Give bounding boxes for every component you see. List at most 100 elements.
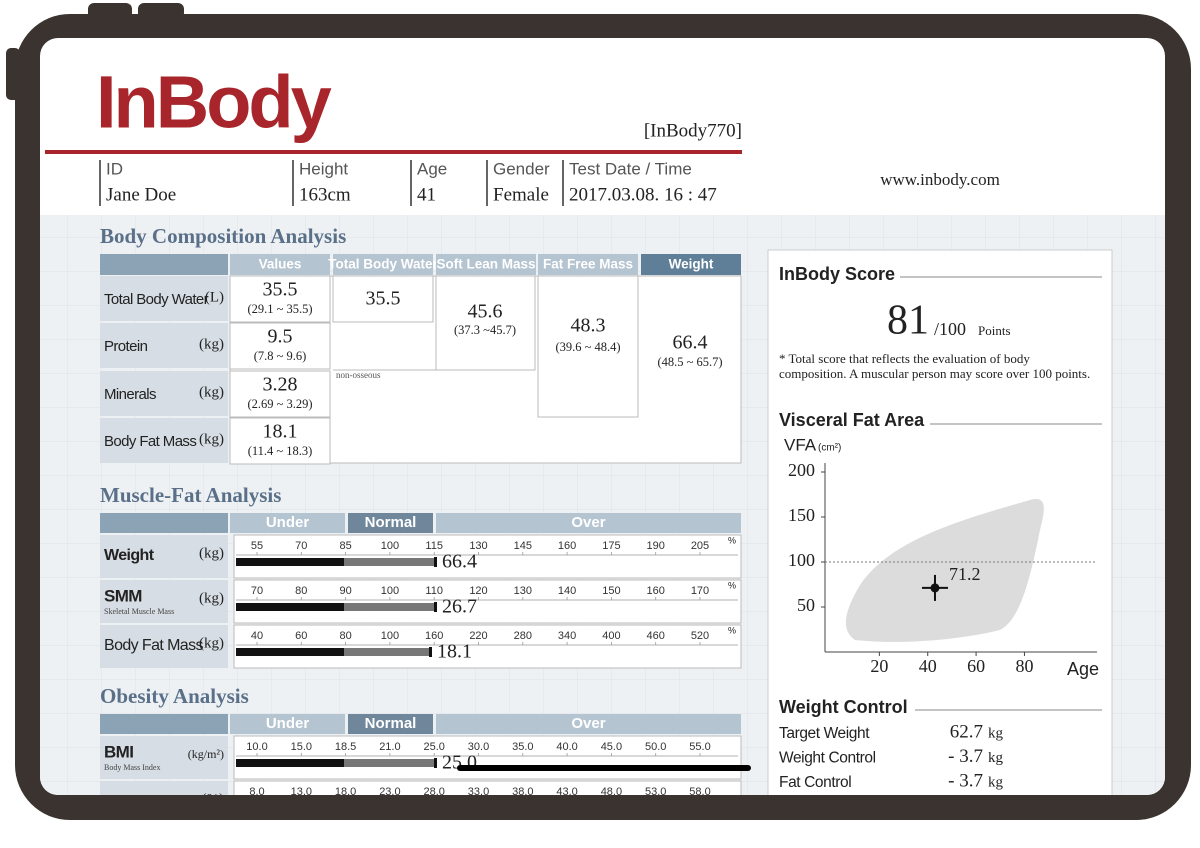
scale-label: 23.0 <box>379 786 400 798</box>
scale-label: 170 <box>691 585 709 597</box>
scale-label: 150 <box>602 585 620 597</box>
field-label: Test Date / Time <box>569 159 692 178</box>
bar-over <box>344 648 432 656</box>
row-label-cell <box>100 535 228 578</box>
band-label: Over <box>571 514 605 531</box>
cell <box>537 275 639 418</box>
value-cell <box>229 322 331 370</box>
scale-label: 80 <box>295 585 307 597</box>
field-value: 41 <box>417 184 436 205</box>
scale-cell <box>233 534 742 579</box>
cell <box>435 275 536 371</box>
bar-end <box>434 557 437 567</box>
wc-unit: kg <box>988 725 1004 741</box>
bar-value: 18.1 <box>437 641 472 663</box>
scale-label: 8.0 <box>249 786 264 798</box>
scale-label: 35.0 <box>512 741 533 753</box>
axis-unit: (cm²) <box>818 443 841 454</box>
bar-over <box>344 603 437 611</box>
scale-label: 280 <box>514 630 532 642</box>
scale-label: 13.0 <box>291 786 312 798</box>
scale-label: 160 <box>558 540 576 552</box>
bar-over <box>344 558 437 566</box>
row-label: Body Fat Mass <box>104 637 204 654</box>
row-label: BMI <box>104 742 133 761</box>
scale-label: 175 <box>602 540 620 552</box>
row-label: Minerals <box>104 386 156 403</box>
screen: InBody [InBody770] ID Jane Doe Height 163cm Ag… <box>40 38 1165 798</box>
row-label-cell <box>100 323 228 368</box>
band-label: Under <box>266 715 310 732</box>
field-label: Height <box>299 159 348 178</box>
field-value: 163cm <box>299 184 351 205</box>
column-header <box>641 254 741 275</box>
bar-under <box>236 648 344 656</box>
cell-range: (29.1 ~ 35.5) <box>247 302 312 316</box>
row-label: Body Fat Mass <box>104 433 196 450</box>
row-sublabel: Skeletal Muscle Mass <box>104 607 174 616</box>
scale-label: 70 <box>295 540 307 552</box>
axis-label: Age <box>1067 659 1099 679</box>
normal-range-area <box>845 499 1044 642</box>
scale-label: 160 <box>425 630 443 642</box>
cell-value: 66.4 <box>673 332 708 354</box>
row-label: Protein <box>104 338 148 355</box>
row-label-cell <box>100 580 228 623</box>
wc-value: - 3.7 <box>948 746 983 767</box>
value-cell <box>229 275 331 323</box>
scale-label: 55 <box>251 540 263 552</box>
percent-sign: % <box>728 625 736 635</box>
wc-value: 62.7 <box>950 721 983 742</box>
column-header-text: Fat Free Mass <box>543 257 633 272</box>
scale-label: 460 <box>647 630 665 642</box>
bar-end <box>434 758 437 768</box>
scale-label: 40 <box>251 630 263 642</box>
wc-value: - 3.7 <box>948 770 983 791</box>
scale-label: 145 <box>514 540 532 552</box>
row-label-cell <box>100 276 228 321</box>
column-header <box>538 254 638 275</box>
cell-value: 35.5 <box>366 288 401 310</box>
row-label-cell <box>100 736 228 779</box>
scale-label: 45.0 <box>601 741 622 753</box>
bar-value: 26.7 <box>442 596 477 618</box>
scale-cell <box>233 579 742 624</box>
scale-label: 120 <box>469 585 487 597</box>
scale-label: 100 <box>381 630 399 642</box>
cell-value: 9.5 <box>268 326 293 348</box>
row-unit: (kg) <box>199 336 224 352</box>
band-label: Normal <box>365 514 417 531</box>
scale-label: 60 <box>295 630 307 642</box>
scale-label: 25.0 <box>423 741 444 753</box>
cell-range: (7.8 ~ 9.6) <box>254 349 307 363</box>
column-header-text: Total Body Water <box>328 257 438 272</box>
cell <box>332 275 434 323</box>
field-value: Jane Doe <box>106 184 176 205</box>
cell-value: 35.5 <box>263 279 298 301</box>
x-tick-label: 20 <box>870 656 888 676</box>
scale-label: 190 <box>647 540 665 552</box>
scale-label: 18.5 <box>335 741 356 753</box>
band-cell <box>348 513 433 533</box>
row-unit: (L) <box>205 289 224 305</box>
panel-title: Visceral Fat Area <box>779 410 925 430</box>
row-label: SMM <box>104 586 142 605</box>
data-point <box>930 583 940 593</box>
scale-cell <box>233 735 742 780</box>
scale-label: 340 <box>558 630 576 642</box>
x-tick-label: 60 <box>967 656 985 676</box>
scale-label: 10.0 <box>246 741 267 753</box>
point-label: 71.2 <box>949 564 981 584</box>
field-label: ID <box>106 159 123 178</box>
scale-label: 85 <box>339 540 351 552</box>
band-cell <box>230 513 345 533</box>
scale-label: 21.0 <box>379 741 400 753</box>
wc-unit: kg <box>988 750 1004 766</box>
row-label-cell <box>100 371 228 416</box>
column-header <box>333 254 433 275</box>
bar-under <box>236 759 344 767</box>
scale-label: 28.0 <box>423 786 444 798</box>
cell-range: (2.69 ~ 3.29) <box>247 397 312 411</box>
row-unit: (kg/m²) <box>188 747 224 761</box>
